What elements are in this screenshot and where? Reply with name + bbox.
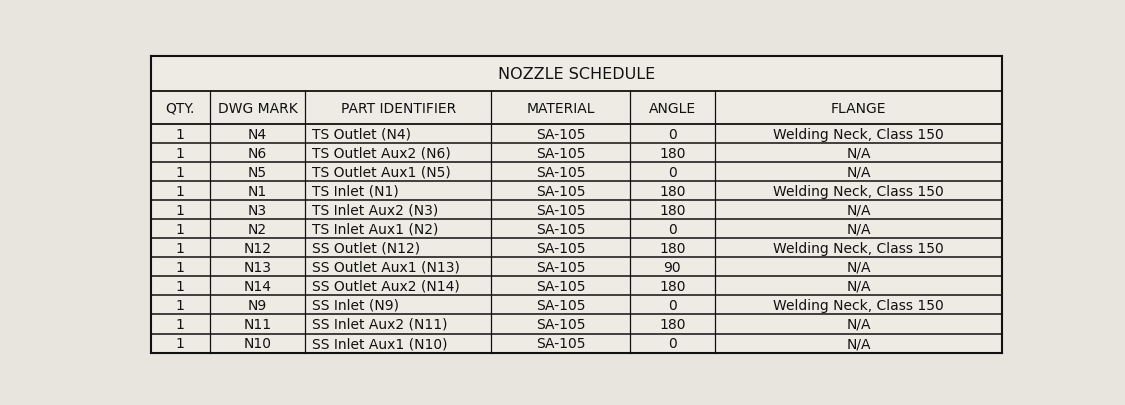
Text: ANGLE: ANGLE [649, 102, 696, 115]
Text: SA-105: SA-105 [536, 241, 585, 255]
Text: 1: 1 [176, 279, 184, 293]
Text: SS Inlet Aux2 (N11): SS Inlet Aux2 (N11) [313, 317, 448, 331]
Text: SA-105: SA-105 [536, 222, 585, 237]
Text: N/A: N/A [846, 260, 871, 274]
Text: 0: 0 [668, 128, 676, 141]
Text: 90: 90 [664, 260, 681, 274]
Text: Welding Neck, Class 150: Welding Neck, Class 150 [773, 298, 944, 312]
Text: TS Inlet Aux1 (N2): TS Inlet Aux1 (N2) [313, 222, 439, 237]
Text: 180: 180 [659, 279, 685, 293]
Text: N9: N9 [248, 298, 267, 312]
Text: SA-105: SA-105 [536, 260, 585, 274]
Text: 0: 0 [668, 222, 676, 237]
Text: QTY.: QTY. [165, 102, 195, 115]
Text: PART IDENTIFIER: PART IDENTIFIER [341, 102, 456, 115]
Text: Welding Neck, Class 150: Welding Neck, Class 150 [773, 128, 944, 141]
Text: SA-105: SA-105 [536, 317, 585, 331]
Text: N14: N14 [243, 279, 271, 293]
Text: 1: 1 [176, 260, 184, 274]
Text: SA-105: SA-105 [536, 128, 585, 141]
Text: N1: N1 [248, 184, 267, 198]
Text: TS Outlet (N4): TS Outlet (N4) [313, 128, 412, 141]
Text: SS Inlet (N9): SS Inlet (N9) [313, 298, 399, 312]
Text: SA-105: SA-105 [536, 298, 585, 312]
Text: 180: 180 [659, 241, 685, 255]
Text: MATERIAL: MATERIAL [526, 102, 595, 115]
Text: N6: N6 [248, 147, 267, 160]
Text: 1: 1 [176, 241, 184, 255]
Text: TS Inlet Aux2 (N3): TS Inlet Aux2 (N3) [313, 203, 439, 217]
Text: N10: N10 [243, 336, 271, 350]
Text: N/A: N/A [846, 336, 871, 350]
Text: SA-105: SA-105 [536, 336, 585, 350]
Text: 1: 1 [176, 166, 184, 179]
Text: N5: N5 [248, 166, 267, 179]
Text: 180: 180 [659, 147, 685, 160]
Text: 180: 180 [659, 203, 685, 217]
Text: SA-105: SA-105 [536, 203, 585, 217]
Text: N/A: N/A [846, 317, 871, 331]
Text: 1: 1 [176, 128, 184, 141]
Text: 180: 180 [659, 184, 685, 198]
Text: TS Inlet (N1): TS Inlet (N1) [313, 184, 399, 198]
Text: 1: 1 [176, 147, 184, 160]
Text: 0: 0 [668, 336, 676, 350]
Text: 1: 1 [176, 298, 184, 312]
Text: N3: N3 [248, 203, 267, 217]
Text: Welding Neck, Class 150: Welding Neck, Class 150 [773, 184, 944, 198]
Text: SA-105: SA-105 [536, 147, 585, 160]
Text: SS Outlet (N12): SS Outlet (N12) [313, 241, 421, 255]
Text: N/A: N/A [846, 166, 871, 179]
Text: 180: 180 [659, 317, 685, 331]
Text: 0: 0 [668, 298, 676, 312]
Text: SS Outlet Aux1 (N13): SS Outlet Aux1 (N13) [313, 260, 460, 274]
Text: N13: N13 [243, 260, 271, 274]
Text: SS Outlet Aux2 (N14): SS Outlet Aux2 (N14) [313, 279, 460, 293]
Text: DWG MARK: DWG MARK [217, 102, 297, 115]
Text: FLANGE: FLANGE [830, 102, 886, 115]
Text: TS Outlet Aux2 (N6): TS Outlet Aux2 (N6) [313, 147, 451, 160]
Text: N/A: N/A [846, 222, 871, 237]
Text: 0: 0 [668, 166, 676, 179]
Text: SS Inlet Aux1 (N10): SS Inlet Aux1 (N10) [313, 336, 448, 350]
Text: Welding Neck, Class 150: Welding Neck, Class 150 [773, 241, 944, 255]
Text: 1: 1 [176, 203, 184, 217]
Text: N2: N2 [248, 222, 267, 237]
Text: 1: 1 [176, 184, 184, 198]
Text: N/A: N/A [846, 279, 871, 293]
Text: SA-105: SA-105 [536, 166, 585, 179]
Text: 1: 1 [176, 336, 184, 350]
Text: 1: 1 [176, 222, 184, 237]
Text: N11: N11 [243, 317, 271, 331]
Text: SA-105: SA-105 [536, 184, 585, 198]
Text: TS Outlet Aux1 (N5): TS Outlet Aux1 (N5) [313, 166, 451, 179]
Text: N/A: N/A [846, 147, 871, 160]
Text: N4: N4 [248, 128, 267, 141]
Text: N12: N12 [243, 241, 271, 255]
Text: 1: 1 [176, 317, 184, 331]
Text: SA-105: SA-105 [536, 279, 585, 293]
Text: N/A: N/A [846, 203, 871, 217]
Text: NOZZLE SCHEDULE: NOZZLE SCHEDULE [498, 67, 655, 82]
